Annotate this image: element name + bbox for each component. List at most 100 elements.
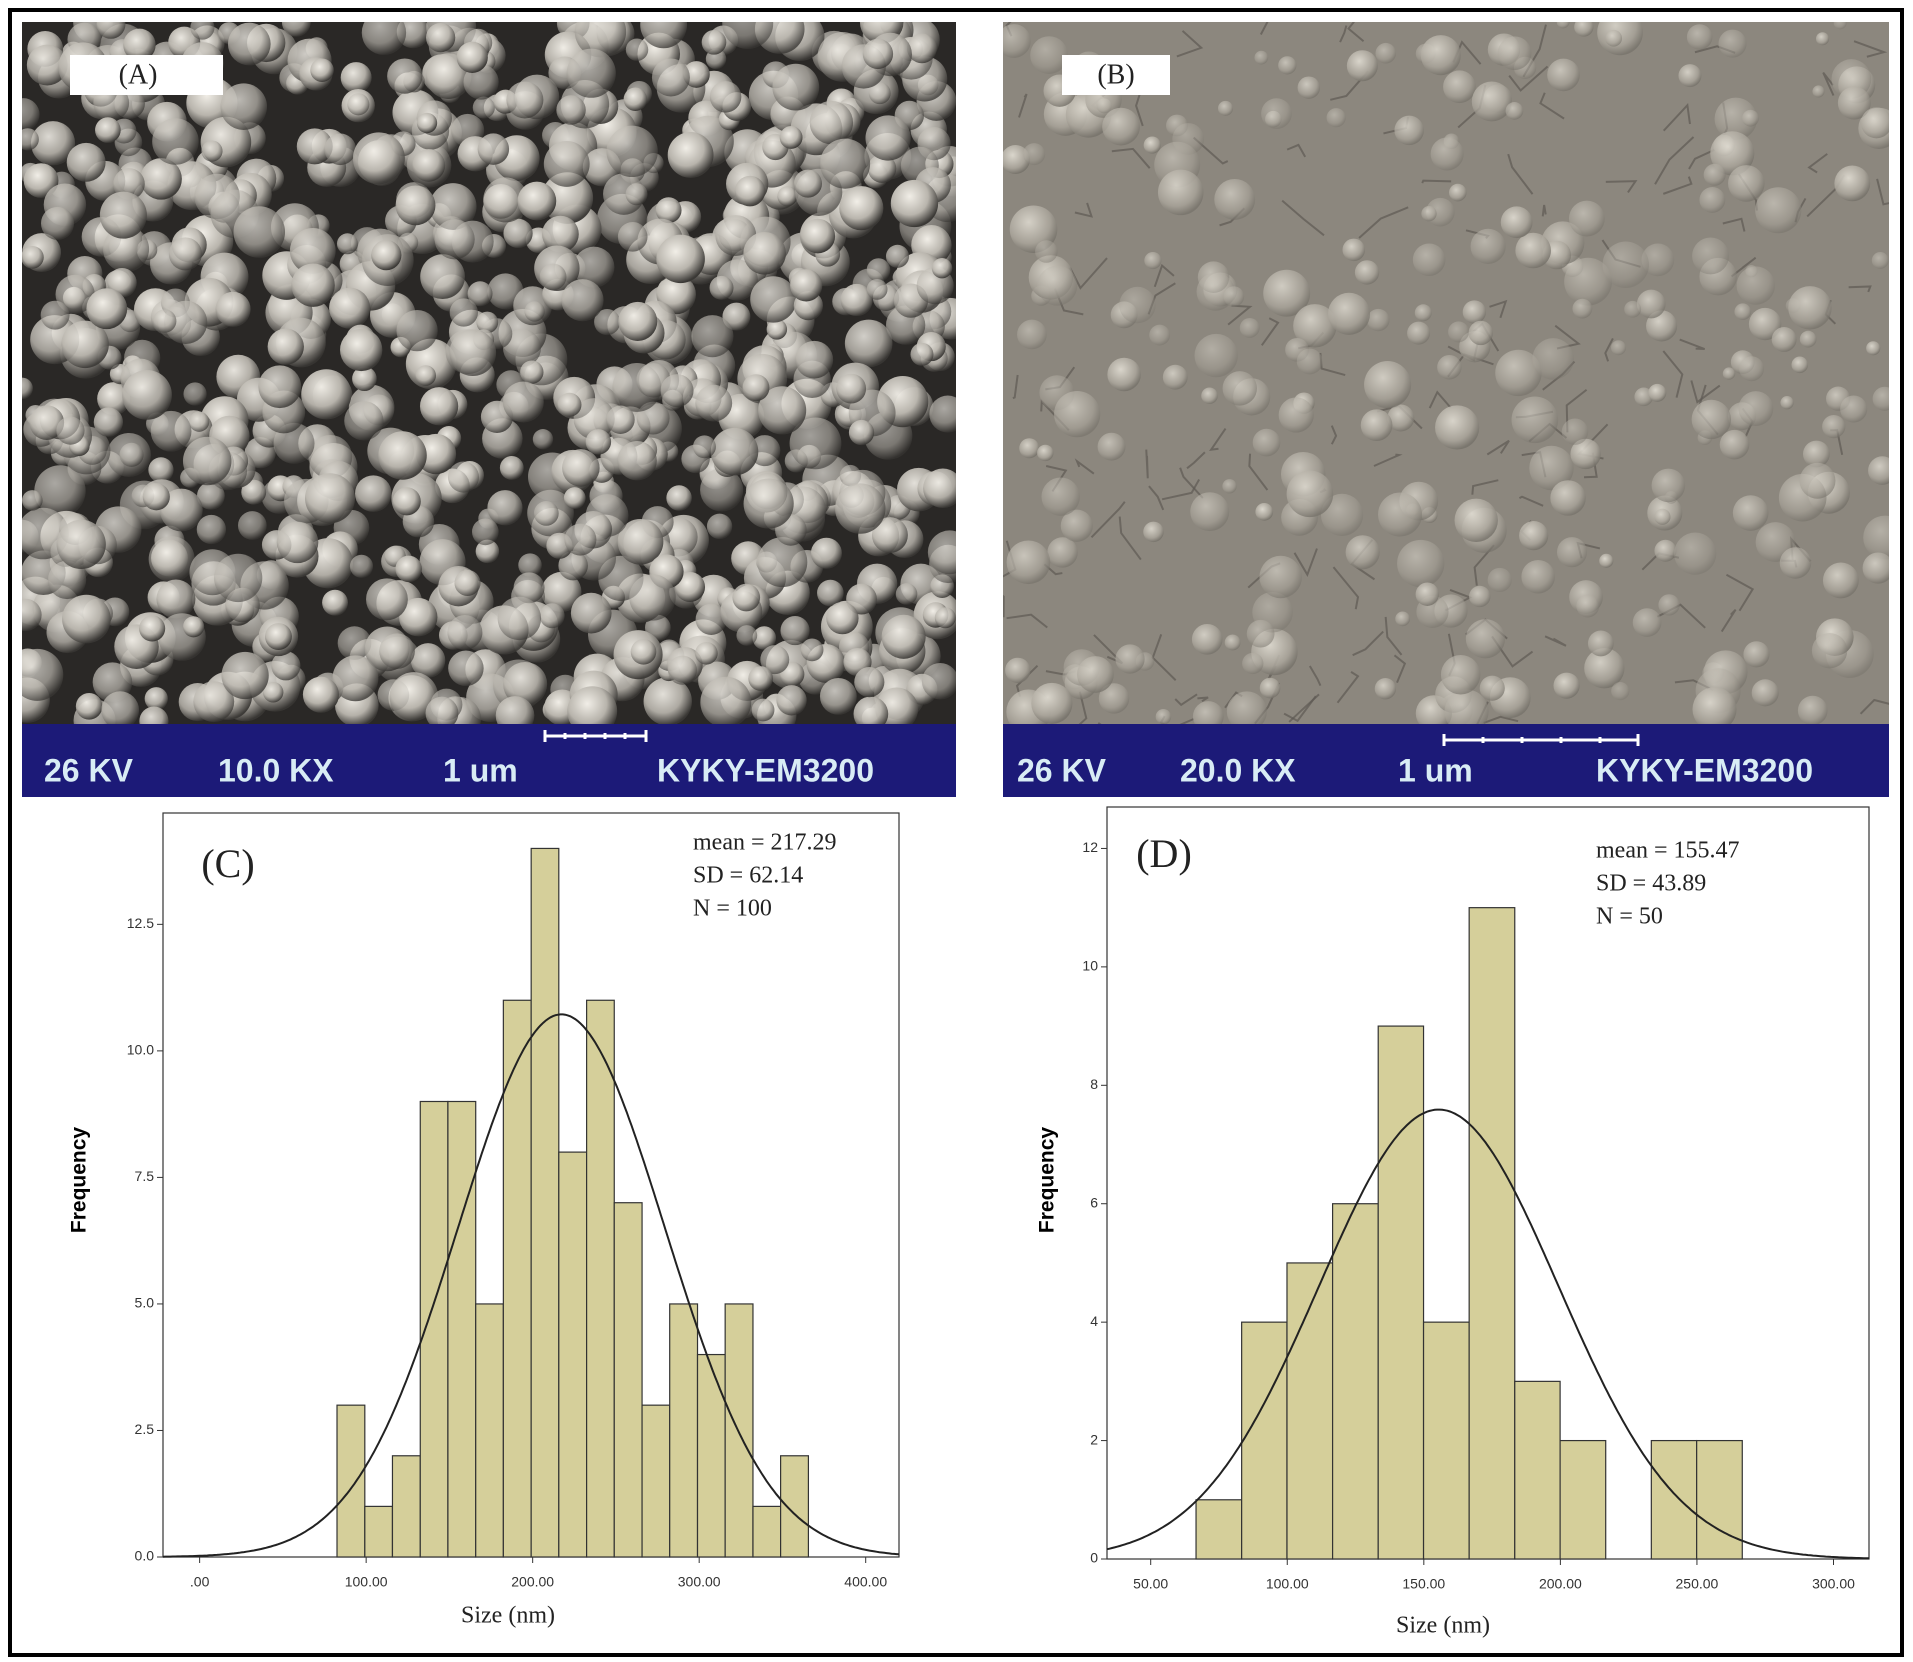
info-text: 26 KV	[1017, 752, 1107, 788]
particle	[789, 417, 842, 470]
bar	[1468, 907, 1516, 1560]
crack	[1722, 217, 1746, 232]
y-tick-label: 4	[1090, 1313, 1098, 1329]
grain	[1868, 456, 1889, 485]
crack	[1541, 204, 1547, 217]
particle	[183, 382, 207, 406]
grain	[1254, 50, 1269, 65]
particle	[395, 555, 422, 583]
particle	[734, 175, 766, 207]
crack	[1332, 566, 1360, 610]
grain	[1605, 29, 1623, 47]
particle	[558, 550, 588, 581]
particle	[691, 315, 734, 358]
particle	[692, 435, 716, 459]
info-text: KYKY-EM3200	[657, 752, 874, 788]
info-text: 26 KV	[44, 752, 134, 788]
particle	[748, 666, 773, 691]
grain	[1261, 98, 1292, 130]
grain	[1495, 349, 1542, 397]
particle	[366, 578, 408, 621]
crack	[1259, 22, 1269, 35]
crack	[1078, 691, 1088, 724]
info-text: 10.0 KX	[218, 752, 334, 788]
particle	[56, 519, 106, 570]
particle	[264, 623, 292, 651]
annotation: mean = 155.47	[1596, 838, 1740, 864]
grain	[1465, 619, 1506, 659]
particle	[425, 22, 456, 53]
particle	[340, 328, 383, 372]
crack	[1176, 30, 1204, 58]
particle	[336, 233, 358, 255]
bar	[558, 1151, 588, 1558]
grain	[1751, 679, 1779, 707]
grain	[1863, 515, 1889, 560]
y-tick-label: 12	[1082, 839, 1098, 855]
particle	[454, 569, 481, 597]
particle	[557, 392, 582, 417]
grain	[1119, 286, 1156, 324]
label-box	[1062, 55, 1170, 95]
particle	[895, 583, 918, 605]
particle	[533, 501, 559, 526]
particle	[227, 22, 271, 66]
particle	[55, 274, 95, 315]
particle	[97, 382, 131, 416]
crack	[1012, 374, 1019, 400]
crack	[1286, 143, 1307, 158]
particle	[623, 87, 648, 111]
bar	[502, 999, 532, 1558]
particle	[152, 309, 177, 333]
grain	[1327, 292, 1371, 335]
particle	[476, 311, 499, 334]
x-tick-label: 100.00	[345, 1574, 388, 1590]
x-tick-label: 150.00	[1402, 1576, 1445, 1592]
grain	[1674, 532, 1717, 575]
bar	[475, 1303, 504, 1558]
particle	[606, 125, 658, 178]
particle	[40, 206, 75, 240]
y-tick-label: 2	[1090, 1431, 1098, 1447]
y-tick-label: 7.5	[135, 1168, 155, 1184]
x-tick-label: 250.00	[1676, 1576, 1719, 1592]
grain	[1771, 327, 1797, 352]
particle	[655, 197, 682, 224]
crack	[1003, 594, 1005, 618]
particle	[779, 126, 803, 149]
scale-bar	[1442, 734, 1640, 746]
particle	[387, 58, 423, 94]
grain	[1624, 300, 1642, 318]
particle	[449, 329, 497, 377]
crack	[1145, 449, 1149, 479]
grain	[1421, 205, 1437, 222]
particle	[701, 29, 727, 55]
grain	[1529, 445, 1574, 491]
particle	[862, 38, 894, 70]
grain	[1468, 320, 1493, 346]
particle	[276, 521, 319, 564]
grain	[1097, 432, 1126, 461]
particle	[352, 366, 377, 391]
particle	[271, 651, 301, 681]
particle	[532, 429, 554, 450]
grain	[1734, 303, 1752, 321]
particle	[183, 616, 205, 638]
particle	[700, 468, 744, 512]
particle	[868, 82, 891, 105]
particle	[22, 128, 39, 151]
particle	[447, 461, 480, 493]
particle	[854, 667, 885, 698]
particle	[618, 301, 658, 341]
grain	[1255, 503, 1274, 521]
particle	[389, 672, 439, 721]
grain	[1226, 691, 1267, 724]
bar	[391, 1455, 421, 1558]
grain	[1017, 319, 1047, 350]
grain	[1469, 585, 1491, 608]
grain	[1047, 537, 1078, 568]
grain	[1550, 480, 1586, 516]
particle	[667, 132, 714, 178]
crack	[1508, 65, 1549, 92]
info-text: 1 um	[443, 752, 518, 788]
